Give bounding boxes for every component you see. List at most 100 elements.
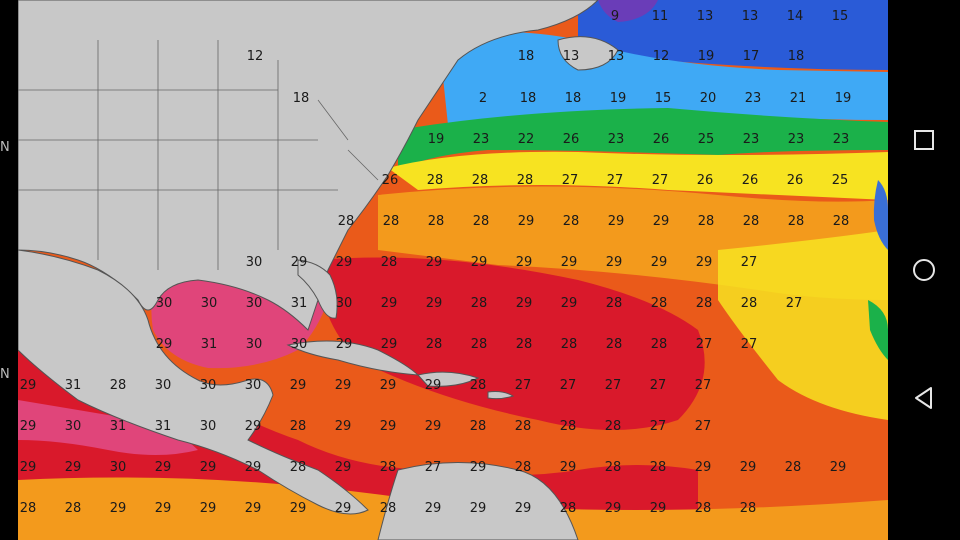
temperature-label: 11 [652,9,669,24]
temperature-label: 26 [787,173,804,188]
latitude-label-2: N [0,367,10,382]
temperature-label: 28 [651,337,668,352]
temperature-label: 28 [605,419,622,434]
back-button[interactable] [904,378,944,418]
temperature-label: 28 [516,337,533,352]
mexico-central-america-land [18,249,369,515]
temperature-label: 29 [20,460,37,475]
temperature-label: 28 [472,173,489,188]
temperature-label: 29 [200,501,217,516]
temperature-label: 29 [200,460,217,475]
temperature-label: 29 [155,501,172,516]
temperature-label: 28 [338,214,355,229]
cool-water-region [438,30,888,125]
temperature-label: 15 [832,9,849,24]
temperature-label: 30 [200,378,217,393]
temperature-label: 23 [745,91,762,106]
temperature-label: 18 [565,91,582,106]
temperature-label: 29 [335,378,352,393]
temperature-label: 28 [605,460,622,475]
temperature-label: 19 [610,91,627,106]
temperature-label: 27 [652,173,669,188]
temperature-label: 28 [833,214,850,229]
temperature-label: 13 [697,9,714,24]
temperature-label: 28 [470,378,487,393]
temperature-label: 27 [425,460,442,475]
temperature-label: 31 [155,419,172,434]
temperature-label: 29 [381,296,398,311]
temperature-label: 28 [471,337,488,352]
temperature-label: 26 [382,173,399,188]
temperature-label: 31 [201,337,218,352]
temperature-label: 12 [653,49,670,64]
temperature-label: 15 [655,91,672,106]
temperature-label: 29 [516,296,533,311]
temperature-label: 13 [563,49,580,64]
map-canvas: 9 11 13 13 14 15 12 18 13 13 12 19 17 18 18 2 18 18 19 15 20… [18,0,888,540]
red-water-region [318,257,705,430]
temperature-label: 28 [65,501,82,516]
mild-water-region [398,108,888,170]
temperature-label: 13 [742,9,759,24]
temperature-label: 28 [473,214,490,229]
temperature-label: 30 [156,296,173,311]
temperature-label: 31 [110,419,127,434]
left-margin: N N [0,0,18,540]
temperature-label: 29 [518,214,535,229]
temperature-label: 28 [290,419,307,434]
temperature-label: 13 [608,49,625,64]
temperature-label: 27 [562,173,579,188]
temperature-label: 28 [560,419,577,434]
temperature-label: 26 [697,173,714,188]
newfoundland-land [557,36,619,71]
temperature-label: 29 [515,501,532,516]
east-edge-green-patch [868,300,888,360]
temperature-label: 23 [833,132,850,147]
latitude-label-1: N [0,140,10,155]
temperature-label: 29 [335,419,352,434]
temperature-label: 17 [743,49,760,64]
sea-surface-temperature-map[interactable]: 9 11 13 13 14 15 12 18 13 13 12 19 17 18 18 2 18 18 19 15 20… [18,0,888,540]
temperature-label: 27 [741,337,758,352]
temperature-label: 27 [786,296,803,311]
temperature-label: 31 [291,296,308,311]
yellow-water-band [388,151,888,200]
hispaniola-land [417,371,480,387]
temperature-label: 27 [695,419,712,434]
temperature-label: 29 [650,501,667,516]
temperature-label: 28 [606,337,623,352]
temperature-label: 29 [156,337,173,352]
temperature-label: 30 [246,255,263,270]
temperature-label: 30 [201,296,218,311]
home-circle-icon [913,259,935,281]
temperature-label: 30 [65,419,82,434]
temperature-label: 29 [336,255,353,270]
temperature-label: 28 [695,501,712,516]
temperature-label: 21 [790,91,807,106]
temperature-labels: 9 11 13 13 14 15 12 18 13 13 12 19 17 18 18 2 18 18 19 15 20… [20,9,852,516]
temperature-label: 28 [563,214,580,229]
temperature-label: 28 [743,214,760,229]
temperature-label: 28 [427,173,444,188]
home-button[interactable] [904,250,944,290]
temperature-label: 28 [381,255,398,270]
recents-square-icon [914,130,934,150]
temperature-label: 28 [20,501,37,516]
temperature-label: 23 [608,132,625,147]
temperature-label: 29 [470,460,487,475]
recents-button[interactable] [904,120,944,160]
temperature-label: 25 [832,173,849,188]
temperature-label: 27 [515,378,532,393]
south-america-land [377,462,579,540]
temperature-label: 18 [293,91,310,106]
temperature-label: 28 [517,173,534,188]
temperature-label: 29 [20,378,37,393]
temperature-label: 23 [473,132,490,147]
temperature-label: 19 [835,91,852,106]
temperature-label: 14 [787,9,804,24]
temperature-label: 31 [65,378,82,393]
temperature-label: 30 [155,378,172,393]
temperature-label: 23 [743,132,760,147]
temperature-label: 30 [246,296,263,311]
temperature-label: 29 [830,460,847,475]
